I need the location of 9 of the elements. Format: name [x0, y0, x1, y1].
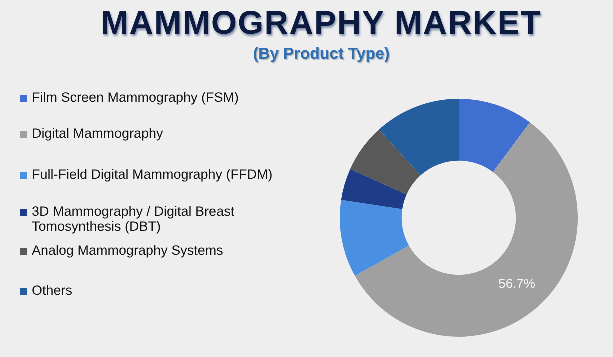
legend-label: Analog Mammography Systems — [32, 243, 224, 258]
legend-label: Digital Mammography — [32, 126, 164, 141]
data-label: 56.7% — [498, 276, 536, 291]
legend-label: 3D Mammography / Digital Breast Tomosynthesis (DBT) — [32, 204, 236, 234]
legend-label: Film Screen Mammography (FSM) — [32, 90, 240, 105]
chart-title: MAMMOGRAPHY MARKET — [100, 4, 543, 42]
chart-subtitle: (By Product Type) — [252, 46, 391, 64]
legend-label: Others — [32, 283, 73, 298]
legend-label: Full-Field Digital Mammography (FFDM) — [32, 167, 273, 182]
